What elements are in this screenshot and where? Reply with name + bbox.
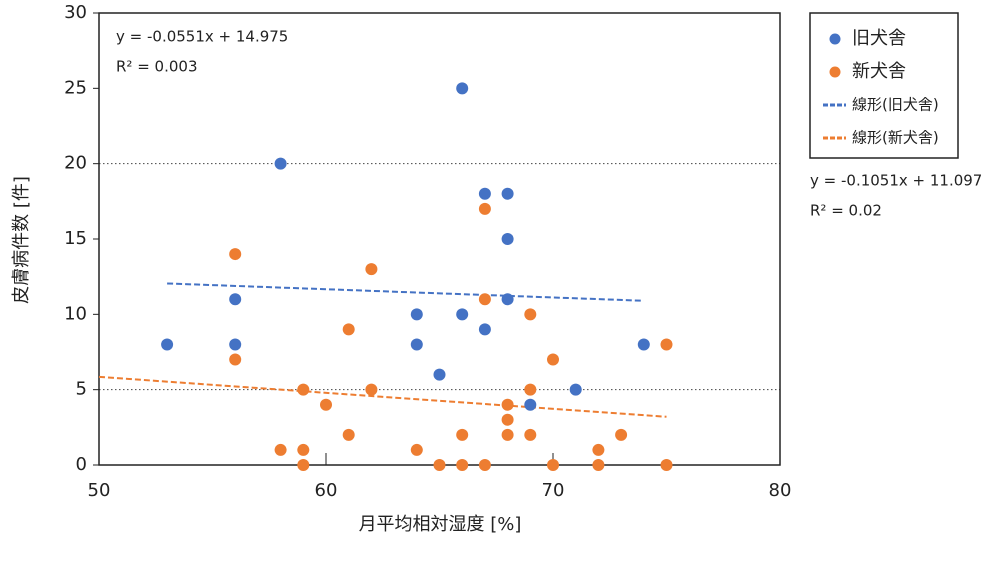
- point: [615, 428, 628, 441]
- point: [637, 338, 650, 351]
- point: [456, 82, 469, 95]
- point: [660, 459, 673, 471]
- point: [501, 233, 514, 245]
- point: [320, 398, 332, 411]
- x-tick-label: 80: [769, 480, 792, 501]
- legend-marker: [829, 33, 841, 45]
- point: [365, 383, 378, 396]
- y-tick-label: 5: [76, 379, 87, 400]
- point: [524, 428, 537, 441]
- point: [592, 443, 605, 456]
- y-tick-label: 10: [64, 303, 87, 324]
- point: [501, 428, 514, 441]
- point: [297, 459, 310, 471]
- trendline: [98, 375, 667, 418]
- point: [229, 338, 242, 351]
- point: [524, 383, 537, 396]
- point: [524, 398, 537, 411]
- r-squared: R² = 0.02: [810, 202, 882, 220]
- point: [229, 293, 242, 306]
- point: [229, 353, 242, 366]
- point: [161, 338, 174, 351]
- x-tick-label: 60: [315, 480, 338, 501]
- equation: y = -0.0551x + 14.975: [116, 28, 288, 46]
- point: [456, 428, 469, 441]
- point: [433, 459, 446, 471]
- y-tick-label: 0: [76, 454, 87, 475]
- point: [478, 187, 491, 200]
- point: [297, 443, 310, 456]
- legend-label: 線形(新犬舎): [852, 129, 939, 147]
- legend-label: 旧犬舎: [852, 28, 906, 49]
- plot-frame: [98, 12, 781, 466]
- point: [410, 443, 423, 456]
- point: [478, 293, 491, 306]
- point: [501, 187, 514, 200]
- y-axis-label: 皮膚病件数 [件]: [11, 176, 32, 304]
- point: [297, 383, 310, 396]
- y-tick-label: 25: [64, 77, 87, 98]
- point: [342, 428, 355, 441]
- point: [660, 338, 673, 351]
- legend-marker: [829, 66, 841, 78]
- y-tick-label: 15: [64, 228, 87, 249]
- y-tick-label: 20: [64, 153, 87, 174]
- point: [547, 353, 559, 366]
- point: [478, 459, 491, 471]
- point: [342, 323, 355, 336]
- r-squared: R² = 0.003: [116, 58, 197, 76]
- trendline: [167, 282, 644, 302]
- point: [229, 248, 242, 261]
- equation: y = -0.1051x + 11.097: [810, 172, 982, 190]
- point: [365, 263, 378, 276]
- point: [501, 398, 514, 411]
- legend-label: 線形(旧犬舎): [852, 96, 939, 114]
- x-tick-label: 70: [542, 480, 565, 501]
- point: [433, 368, 446, 381]
- point: [501, 293, 514, 306]
- point: [456, 459, 469, 471]
- point: [410, 338, 423, 351]
- x-tick-label: 50: [88, 480, 111, 501]
- point: [547, 459, 559, 471]
- legend-label: 新犬舎: [852, 61, 906, 82]
- point: [592, 459, 605, 471]
- point: [478, 202, 491, 215]
- point: [501, 413, 514, 426]
- point: [569, 383, 582, 396]
- point: [456, 308, 469, 321]
- point: [524, 308, 537, 321]
- y-tick-label: 30: [64, 2, 87, 23]
- point: [478, 323, 491, 336]
- point: [410, 308, 423, 321]
- point: [274, 443, 287, 456]
- point: [274, 157, 287, 170]
- x-axis-label: 月平均相対湿度 [%]: [359, 514, 522, 535]
